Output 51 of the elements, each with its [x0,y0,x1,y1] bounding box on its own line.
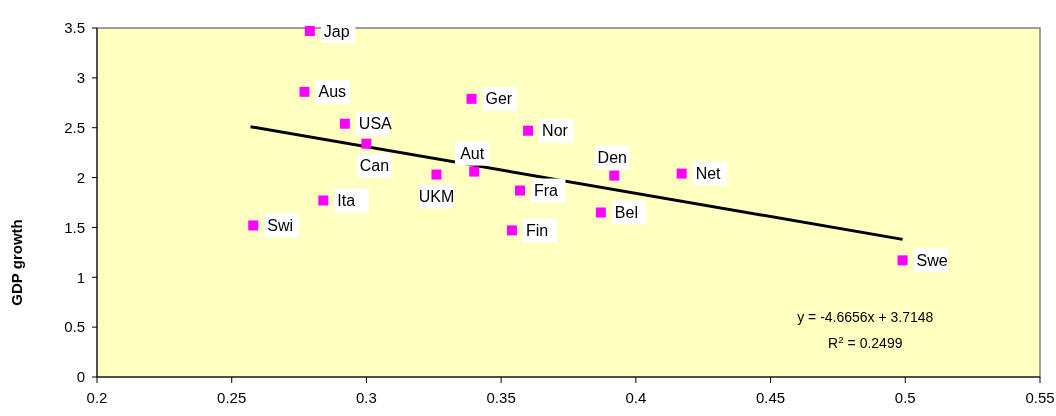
annotation: Swi [267,217,294,235]
point [299,86,310,97]
annotation: R$^{2}$ = 0.2499 [828,333,903,351]
annotation: Aut [460,145,485,163]
annotation: USA [358,115,393,133]
annotation: UKM [418,188,455,206]
point [339,118,350,129]
x-tick-label: 0.55 [1025,389,1055,406]
point [361,138,372,149]
point [676,168,687,179]
annotation: Jap [323,22,350,40]
point [609,170,620,181]
x-tick-label: 0.35 [486,389,516,406]
annotation: y = -4.6656x + 3.7148 [797,309,934,325]
y-tick-label: 3.5 [64,19,85,37]
annotation: Can [359,157,390,175]
point [318,195,329,206]
y-tick-label: 1.5 [64,218,85,236]
point [897,255,908,266]
annotation: Den [597,149,627,167]
point [506,225,517,236]
point [515,185,525,196]
annotation: Fin [525,222,549,240]
x-tick-label: 0.45 [755,389,786,406]
annotation: Nor [542,122,569,140]
y-axis-title: GDP growth [8,219,25,306]
point [595,207,606,218]
annotation: Aus [318,83,347,101]
x-tick-label: 0.25 [217,389,247,406]
point [469,166,480,177]
point [304,25,315,36]
y-tick-label: 3 [76,69,85,87]
point [248,220,259,231]
y-tick-label: 1 [76,268,85,286]
y-tick-label: 2 [76,168,85,186]
annotation: Fra [534,182,559,200]
y-tick-label: 0 [76,368,85,386]
annotation: Ita [337,192,356,210]
x-tick-label: 0.3 [356,389,377,406]
x-tick-label: 0.5 [894,389,916,406]
x-tick-label: 0.2 [86,389,108,406]
annotation: Swe [916,251,948,269]
point [523,125,534,136]
y-tick-label: 0.5 [64,318,85,336]
y-tick-label: 2.5 [64,118,85,136]
x-tick-label: 0.4 [625,389,647,406]
annotation: Bel [614,204,638,222]
point [431,169,442,180]
point [466,93,477,104]
annotation: Net [695,165,722,183]
annotation: Ger [485,90,513,108]
